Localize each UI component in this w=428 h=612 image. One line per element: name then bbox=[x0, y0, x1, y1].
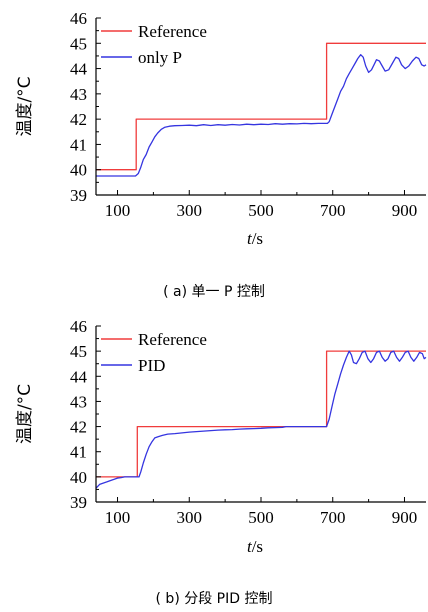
y-axis-label: 温度/°C bbox=[15, 384, 35, 444]
x-tick-label: 700 bbox=[320, 201, 346, 220]
x-tick-label: 500 bbox=[248, 508, 274, 527]
y-tick-label: 45 bbox=[70, 342, 87, 361]
y-axis-label: 温度/°C bbox=[15, 76, 35, 136]
legend-label-reference: Reference bbox=[138, 330, 207, 349]
y-tick-label: 40 bbox=[70, 468, 87, 487]
y-tick-label: 39 bbox=[70, 493, 87, 512]
x-tick-label: 100 bbox=[105, 508, 131, 527]
y-tick-label: 42 bbox=[70, 110, 87, 129]
x-tick-label: 900 bbox=[392, 508, 418, 527]
y-tick-label: 45 bbox=[70, 34, 87, 53]
y-tick-label: 44 bbox=[70, 60, 88, 79]
x-tick-label: 300 bbox=[177, 201, 203, 220]
x-axis-label-unit: /s bbox=[252, 537, 263, 556]
caption-a: ( a) 单一 P 控制 bbox=[163, 284, 265, 300]
y-tick-label: 39 bbox=[70, 186, 87, 205]
legend-label-only-p: only P bbox=[138, 48, 182, 67]
legend-label-pid: PID bbox=[138, 356, 165, 375]
y-tick-label: 43 bbox=[70, 85, 87, 104]
x-axis-label-variable: t bbox=[247, 229, 253, 248]
y-tick-label: 46 bbox=[70, 317, 87, 336]
y-tick-label: 43 bbox=[70, 392, 87, 411]
x-axis-label-unit: /s bbox=[252, 229, 263, 248]
x-axis-label: t/s bbox=[247, 229, 263, 248]
series-line-pid bbox=[95, 350, 427, 489]
legend-label-reference: Reference bbox=[138, 22, 207, 41]
x-axis-label: t/s bbox=[247, 537, 263, 556]
y-tick-label: 41 bbox=[70, 443, 87, 462]
chart-a: 39 40 41 42 43 44 45 46 100 300 500 700 900 t/s 温度/°C R… bbox=[15, 9, 427, 248]
x-tick-label: 700 bbox=[320, 508, 346, 527]
x-tick-label: 900 bbox=[392, 201, 418, 220]
x-tick-label: 100 bbox=[105, 201, 131, 220]
y-tick-label: 41 bbox=[70, 135, 87, 154]
series-line-reference bbox=[96, 42, 426, 171]
y-tick-label: 46 bbox=[70, 9, 87, 28]
y-tick-label: 40 bbox=[70, 161, 87, 180]
y-tick-label: 42 bbox=[70, 418, 87, 437]
chart-b: 39 40 41 42 43 44 45 46 100 300 500 700 900 t/s 温度/°C R… bbox=[15, 317, 427, 556]
series-line-only-p bbox=[96, 54, 427, 177]
caption-b: ( b) 分段 PID 控制 bbox=[156, 591, 273, 607]
x-tick-label: 500 bbox=[248, 201, 274, 220]
y-tick-label: 44 bbox=[70, 367, 88, 386]
x-tick-label: 300 bbox=[177, 508, 203, 527]
x-axis-label-variable: t bbox=[247, 537, 253, 556]
